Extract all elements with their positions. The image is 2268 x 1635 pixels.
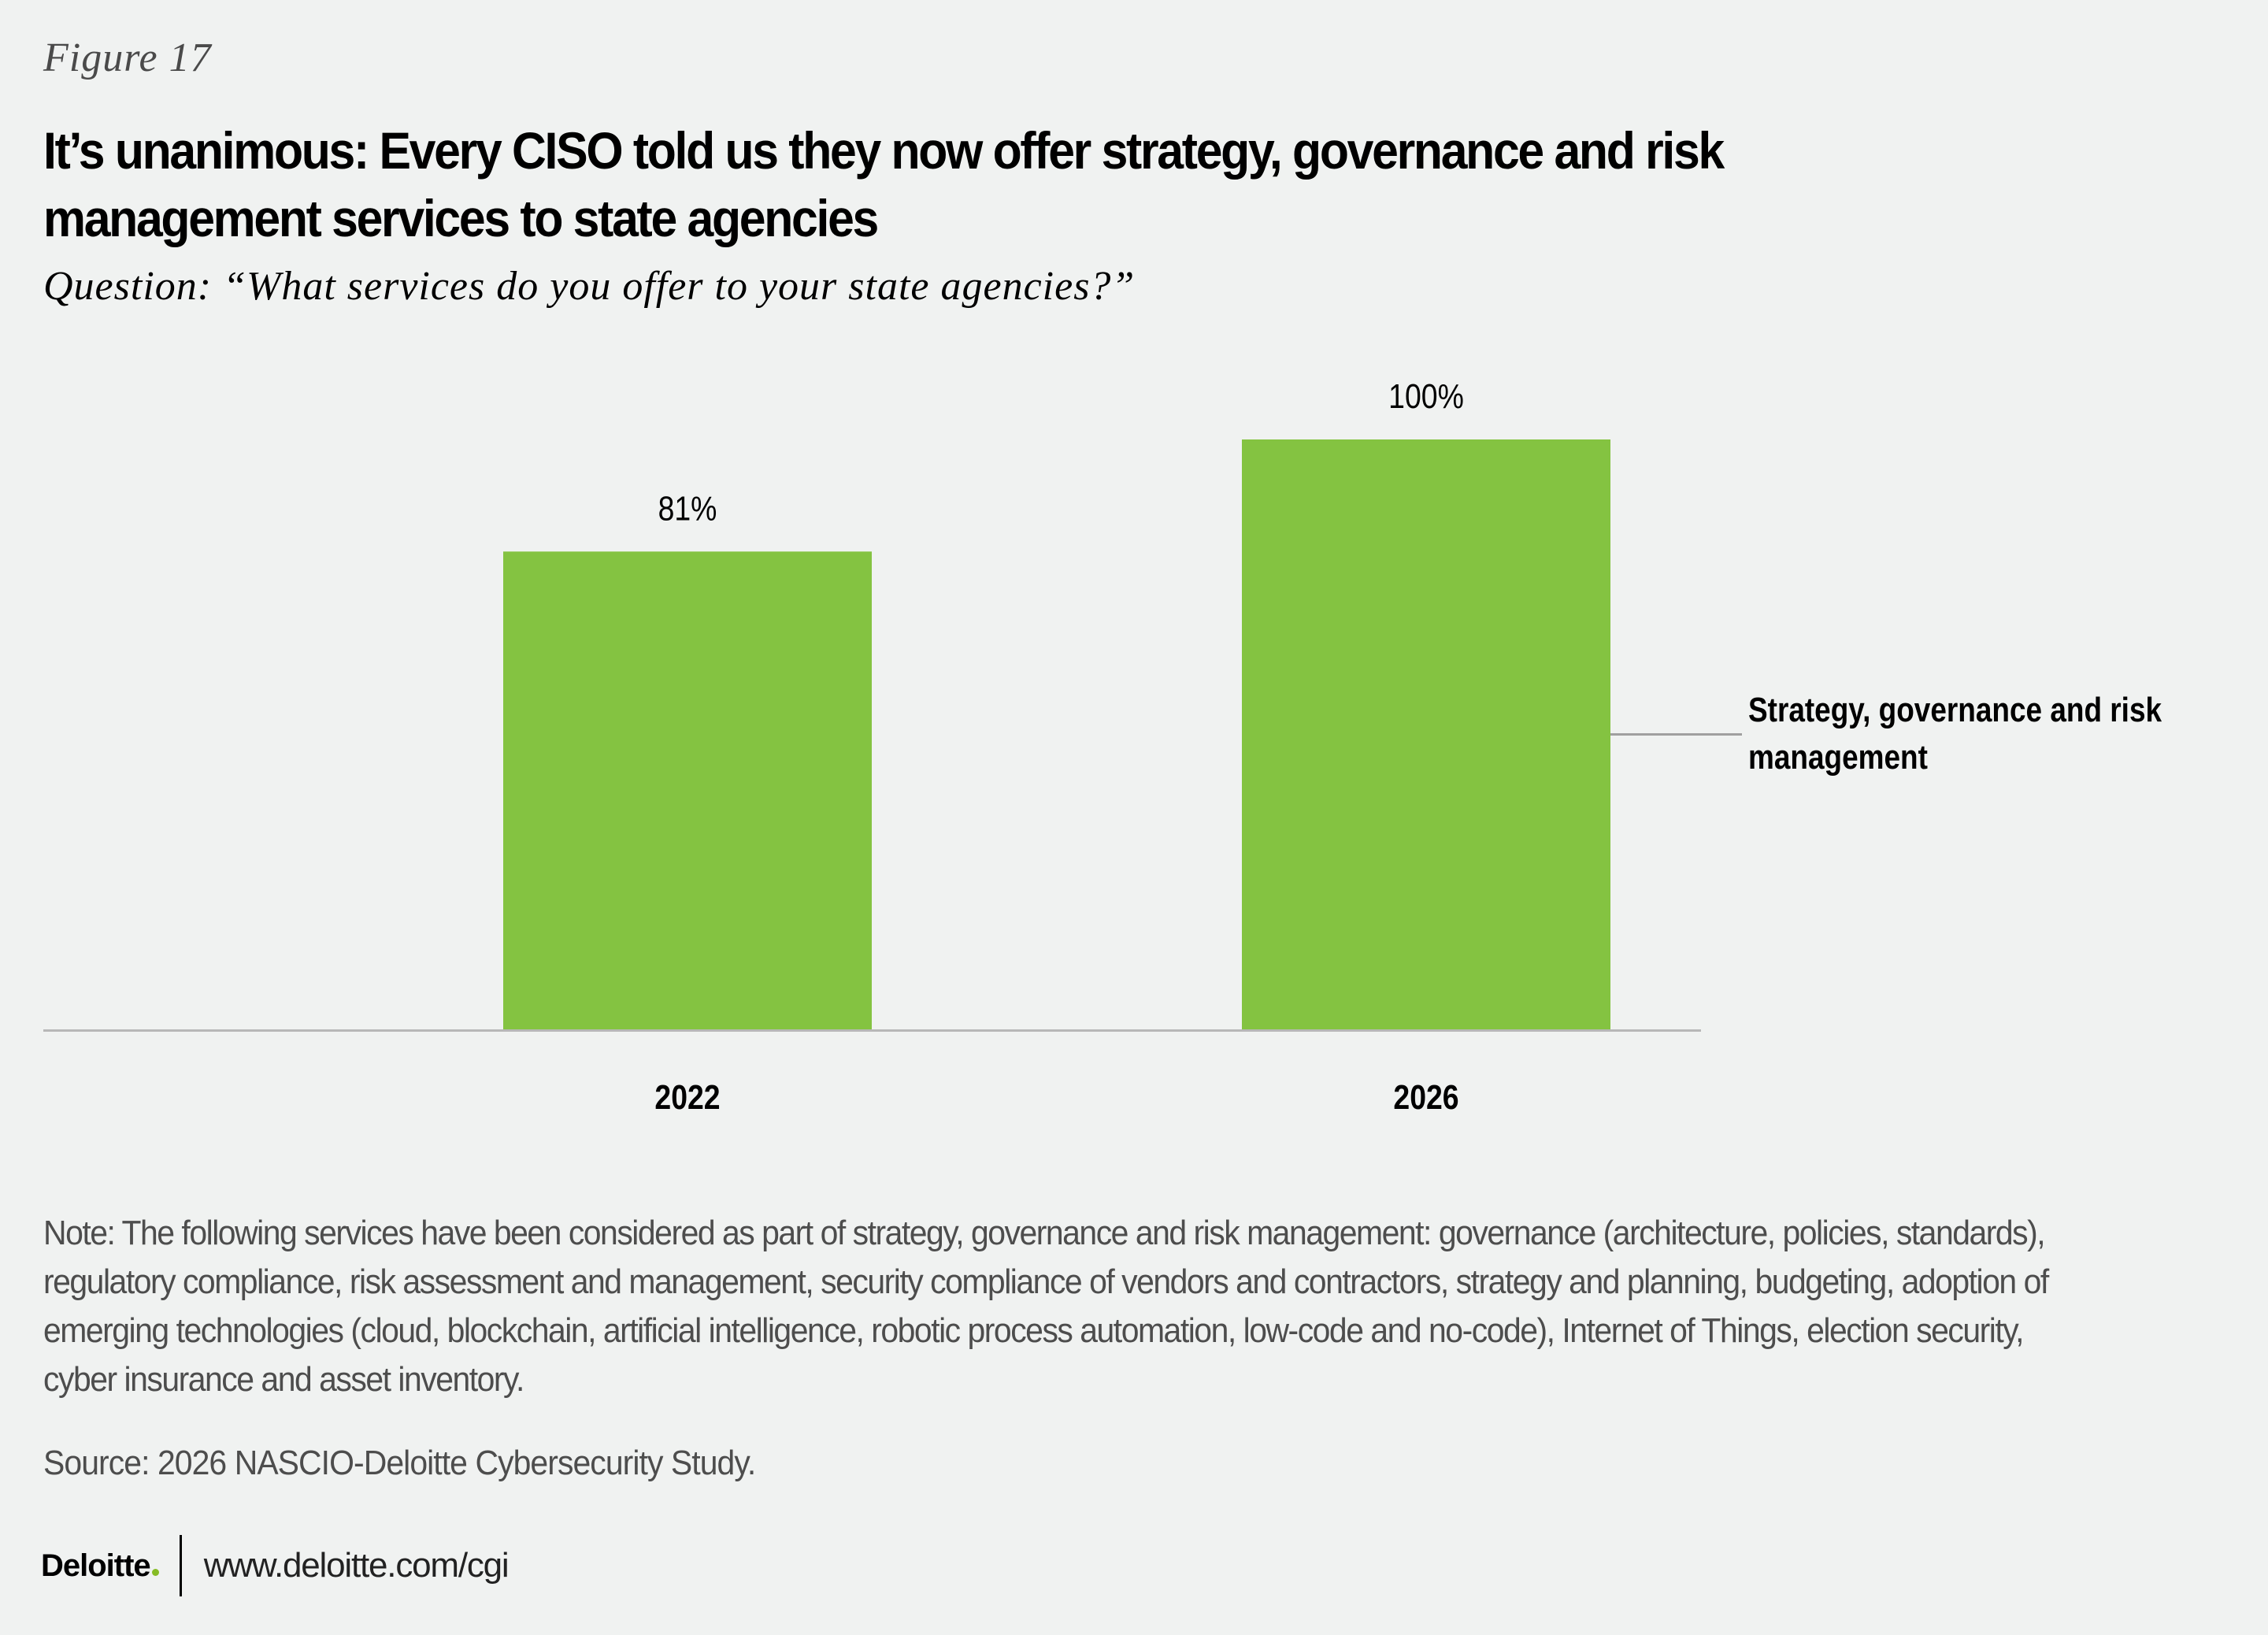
chart-title-line-2: management services to state agencies — [43, 189, 879, 247]
figure-label: Figure 17 — [43, 35, 212, 80]
chart-source: Source: 2026 NASCIO-Deloitte Cybersecuri… — [43, 1444, 756, 1482]
survey-question: Question: “What services do you offer to… — [43, 264, 1136, 309]
x-tick-labels-group: 2022 2026 — [654, 1077, 1458, 1117]
bar-value-label-2022: 81% — [658, 488, 717, 528]
bar-value-label-2026: 100% — [1388, 376, 1464, 416]
bar-2022 — [503, 551, 872, 1029]
bar-value-labels-group: 81% 100% — [658, 376, 1464, 528]
x-tick-label-2022: 2022 — [654, 1077, 720, 1117]
deloitte-logo-text: Deloitte — [41, 1548, 151, 1583]
x-tick-label-2026: 2026 — [1393, 1077, 1458, 1117]
deloitte-logo: Deloitte — [41, 1548, 159, 1584]
legend-label-line-2: management — [1748, 737, 1928, 777]
bar-chart: 81% 100% 2022 2026 Strategy, governance an… — [43, 376, 2162, 1117]
chart-title: It’s unanimous: Every CISO told us they … — [43, 117, 1855, 252]
footer-url-link[interactable]: www.deloitte.com/cgi — [203, 1546, 510, 1585]
chart-title-line-1: It’s unanimous: Every CISO told us they … — [43, 121, 1725, 180]
logo-dot-icon — [151, 1568, 159, 1576]
bar-2026 — [1242, 439, 1610, 1029]
bars-group — [503, 439, 1610, 1029]
legend-label-line-1: Strategy, governance and risk — [1748, 690, 2162, 729]
chart-note: Note: The following services have been c… — [43, 1214, 2049, 1399]
footer-divider — [179, 1535, 182, 1596]
footer: Deloitte www.deloitte.com/cgi — [41, 1535, 510, 1596]
